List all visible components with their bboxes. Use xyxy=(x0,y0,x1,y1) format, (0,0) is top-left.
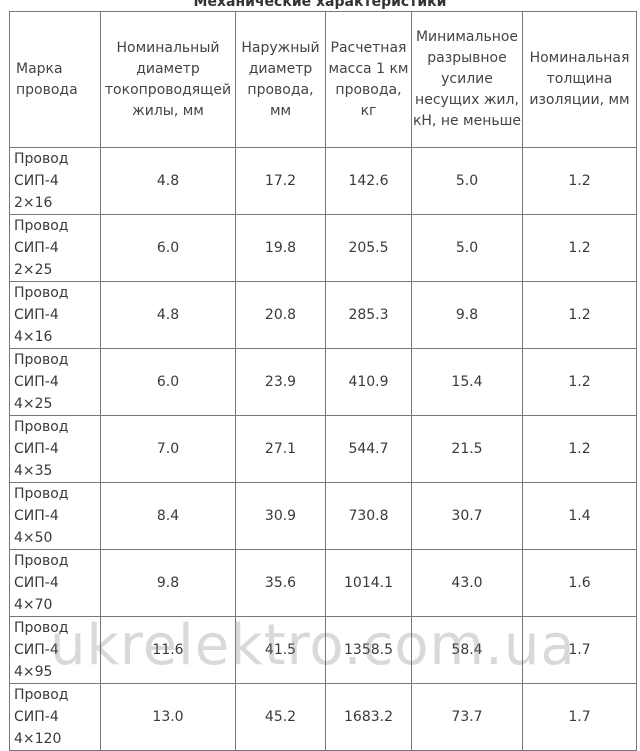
brand-line: Провод xyxy=(14,419,69,435)
cell-value: 1.2 xyxy=(522,214,637,282)
cell-value: 23.9 xyxy=(235,348,326,416)
brand-line: 2×16 xyxy=(14,195,53,211)
brand-line: СИП-4 xyxy=(14,374,59,390)
cell-value: 544.7 xyxy=(325,415,412,483)
cell-brand: Провод СИП-4 4×70 xyxy=(9,549,101,617)
brand-line: СИП-4 xyxy=(14,240,59,256)
brand-line: Провод xyxy=(14,486,69,502)
cell-brand: Провод СИП-4 4×35 xyxy=(9,415,101,483)
cell-value: 1.7 xyxy=(522,683,637,751)
cell-brand: Провод СИП-4 4×50 xyxy=(9,482,101,550)
brand-line: 4×16 xyxy=(14,329,53,345)
cell-value: 4.8 xyxy=(100,147,236,215)
cell-value: 1.7 xyxy=(522,616,637,684)
cell-value: 27.1 xyxy=(235,415,326,483)
brand-line: СИП-4 xyxy=(14,173,59,189)
cell-value: 205.5 xyxy=(325,214,412,282)
cell-value: 1014.1 xyxy=(325,549,412,617)
header-breaking-force: Минимальное разрывное усилие несущих жил… xyxy=(411,11,523,148)
table-row: Провод СИП-4 4×95 11.6 41.5 1358.5 58.4 1.7 xyxy=(9,616,637,684)
header-insulation-thickness: Номинальная толщина изоляции, мм xyxy=(522,11,637,148)
cell-value: 7.0 xyxy=(100,415,236,483)
cell-value: 142.6 xyxy=(325,147,412,215)
cell-brand: Провод СИП-4 4×120 xyxy=(9,683,101,751)
cell-value: 1.2 xyxy=(522,147,637,215)
brand-line: 4×95 xyxy=(14,664,53,680)
cell-value: 1.2 xyxy=(522,281,637,349)
cell-value: 730.8 xyxy=(325,482,412,550)
cell-value: 410.9 xyxy=(325,348,412,416)
characteristics-table: Марка провода Номинальный диаметр токопр… xyxy=(9,11,637,751)
brand-line: СИП-4 xyxy=(14,709,59,725)
cell-value: 20.8 xyxy=(235,281,326,349)
cell-value: 13.0 xyxy=(100,683,236,751)
cell-value: 41.5 xyxy=(235,616,326,684)
brand-line: 4×35 xyxy=(14,463,53,479)
cell-value: 5.0 xyxy=(411,214,523,282)
cell-brand: Провод СИП-4 2×16 xyxy=(9,147,101,215)
brand-line: Провод xyxy=(14,620,69,636)
table-row: Провод СИП-4 4×50 8.4 30.9 730.8 30.7 1.4 xyxy=(9,482,637,550)
cell-value: 17.2 xyxy=(235,147,326,215)
cell-value: 5.0 xyxy=(411,147,523,215)
brand-line: СИП-4 xyxy=(14,575,59,591)
cell-value: 9.8 xyxy=(411,281,523,349)
brand-line: Провод xyxy=(14,285,69,301)
brand-line: 4×50 xyxy=(14,530,53,546)
header-brand: Марка провода xyxy=(9,11,101,148)
header-outer-diameter: Наружный диаметр провода, мм xyxy=(235,11,326,148)
brand-line: СИП-4 xyxy=(14,508,59,524)
cell-value: 43.0 xyxy=(411,549,523,617)
cell-value: 6.0 xyxy=(100,348,236,416)
brand-line: СИП-4 xyxy=(14,441,59,457)
cell-value: 6.0 xyxy=(100,214,236,282)
cell-value: 9.8 xyxy=(100,549,236,617)
cell-value: 1.6 xyxy=(522,549,637,617)
cell-value: 1.4 xyxy=(522,482,637,550)
brand-line: Провод xyxy=(14,553,69,569)
brand-line: 4×70 xyxy=(14,597,53,613)
table-row: Провод СИП-4 4×35 7.0 27.1 544.7 21.5 1.2 xyxy=(9,415,637,483)
brand-line: СИП-4 xyxy=(14,307,59,323)
header-row: Марка провода Номинальный диаметр токопр… xyxy=(9,11,637,148)
table-row: Провод СИП-4 4×25 6.0 23.9 410.9 15.4 1.2 xyxy=(9,348,637,416)
brand-line: 4×25 xyxy=(14,396,53,412)
table-row: Провод СИП-4 4×70 9.8 35.6 1014.1 43.0 1.6 xyxy=(9,549,637,617)
cell-brand: Провод СИП-4 4×16 xyxy=(9,281,101,349)
cell-value: 1.2 xyxy=(522,348,637,416)
cell-value: 58.4 xyxy=(411,616,523,684)
cell-value: 21.5 xyxy=(411,415,523,483)
cell-value: 19.8 xyxy=(235,214,326,282)
cell-value: 30.7 xyxy=(411,482,523,550)
cell-value: 11.6 xyxy=(100,616,236,684)
table-caption: Механические характеристики xyxy=(193,0,447,10)
brand-line: 2×25 xyxy=(14,262,53,278)
cell-value: 8.4 xyxy=(100,482,236,550)
brand-line: Провод xyxy=(14,352,69,368)
brand-line: Провод xyxy=(14,218,69,234)
cell-brand: Провод СИП-4 4×95 xyxy=(9,616,101,684)
table-row: Провод СИП-4 4×120 13.0 45.2 1683.2 73.7 1.7 xyxy=(9,683,637,751)
cell-value: 1358.5 xyxy=(325,616,412,684)
header-mass: Расчетная масса 1 км провода, кг xyxy=(325,11,412,148)
cell-value: 30.9 xyxy=(235,482,326,550)
brand-line: 4×120 xyxy=(14,731,62,747)
table-row: Провод СИП-4 4×16 4.8 20.8 285.3 9.8 1.2 xyxy=(9,281,637,349)
cell-value: 35.6 xyxy=(235,549,326,617)
cell-value: 285.3 xyxy=(325,281,412,349)
brand-line: Провод xyxy=(14,687,69,703)
cell-brand: Провод СИП-4 2×25 xyxy=(9,214,101,282)
cell-value: 73.7 xyxy=(411,683,523,751)
cell-value: 1.2 xyxy=(522,415,637,483)
cell-value: 45.2 xyxy=(235,683,326,751)
cell-value: 1683.2 xyxy=(325,683,412,751)
header-conductor-diameter: Номинальный диаметр токопроводящей жилы,… xyxy=(100,11,236,148)
cell-brand: Провод СИП-4 4×25 xyxy=(9,348,101,416)
brand-line: СИП-4 xyxy=(14,642,59,658)
cell-value: 15.4 xyxy=(411,348,523,416)
table-row: Провод СИП-4 2×16 4.8 17.2 142.6 5.0 1.2 xyxy=(9,147,637,215)
brand-line: Провод xyxy=(14,151,69,167)
table-row: Провод СИП-4 2×25 6.0 19.8 205.5 5.0 1.2 xyxy=(9,214,637,282)
cell-value: 4.8 xyxy=(100,281,236,349)
